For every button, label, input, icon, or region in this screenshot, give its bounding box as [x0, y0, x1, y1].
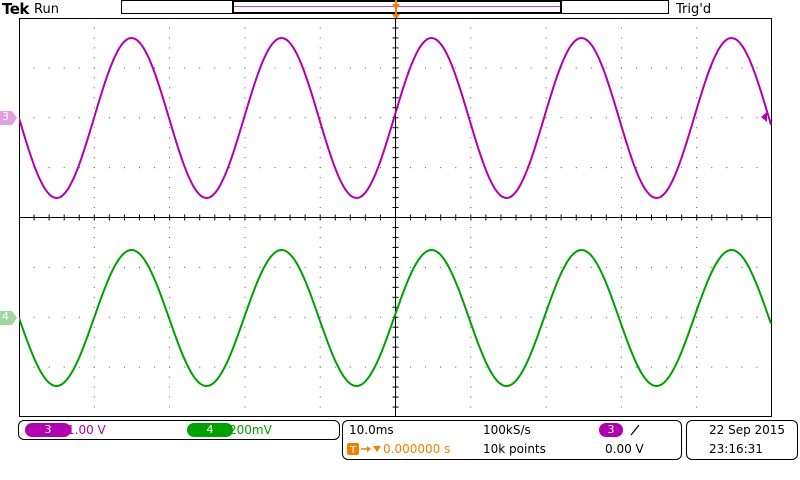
trigger-level-icon[interactable]	[760, 111, 772, 123]
trigger-status: Trig'd	[676, 2, 712, 17]
rising-edge-icon	[630, 424, 640, 436]
ch3-badge[interactable]: 3	[25, 423, 71, 437]
waveform-display[interactable]	[19, 18, 772, 417]
ch4-waveform	[19, 248, 772, 388]
ch4-scale[interactable]: 200mV	[229, 423, 272, 437]
brand-logo: Tek	[2, 0, 29, 18]
trigger-delay[interactable]: 0.000000 s	[383, 442, 451, 456]
ch3-scale[interactable]: 1.00 V	[67, 423, 106, 437]
trigger-level[interactable]: 0.00 V	[605, 442, 644, 456]
graticule-grid	[19, 18, 772, 417]
channel-scale-panel: 3 1.00 V 4 200mV	[18, 420, 340, 440]
sample-rate: 100kS/s	[483, 423, 531, 437]
trigger-delay-marker-label: T	[349, 445, 357, 456]
trigger-delay-icon: T	[347, 443, 381, 456]
run-status: Run	[34, 2, 59, 17]
ch3-ground-marker[interactable]: 3	[0, 110, 18, 126]
ch4-ground-marker[interactable]: 4	[0, 310, 18, 326]
date: 22 Sep 2015	[709, 423, 786, 437]
time: 23:16:31	[709, 442, 763, 456]
record-length: 10k points	[483, 442, 546, 456]
trigger-source-badge[interactable]: 3	[599, 423, 623, 437]
ch3-waveform	[19, 36, 772, 200]
ch4-badge[interactable]: 4	[187, 423, 233, 437]
horizontal-trigger-panel: 10.0ms 100kS/s T 0.000000 s 10k points 3…	[342, 420, 682, 460]
datetime-panel: 22 Sep 2015 23:16:31	[686, 420, 798, 460]
timebase-scale[interactable]: 10.0ms	[349, 423, 394, 437]
